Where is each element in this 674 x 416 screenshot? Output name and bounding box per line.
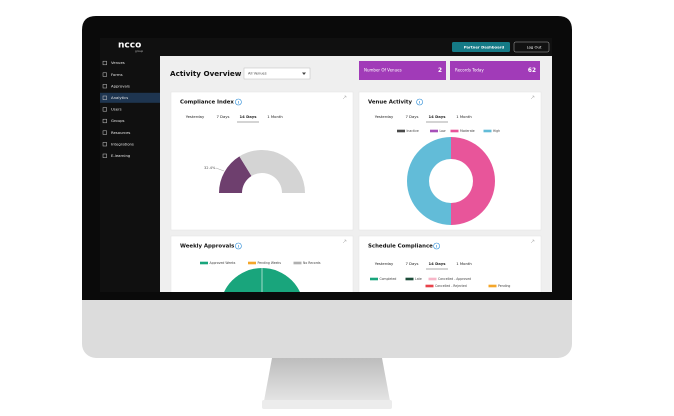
gauge-leader [215,167,225,172]
sidebar [100,56,160,292]
legend-swatch [488,284,497,288]
page-title: Activity Overview [170,69,242,78]
info-icon [235,242,242,250]
legend-swatch [405,277,414,281]
legend-swatch [430,129,438,133]
monitor-stand [264,358,390,401]
card-title: Venue Activity [368,100,412,106]
legend-label: Pending Weeks [258,261,282,265]
legend-label: Completed [380,277,397,281]
donut-segment [451,137,495,225]
legend-swatch [450,129,459,133]
sidebar-icon [102,95,107,100]
tab[interactable]: 7 Days [216,114,229,119]
tab-bar [370,112,480,122]
gauge-track [239,150,305,193]
sidebar-item[interactable]: Forms [111,72,123,77]
sidebar-icon [102,84,107,89]
legend-swatch [200,261,208,265]
tab-bar [181,112,291,122]
legend-label: Moderate [460,129,475,133]
partner-dashboard-button[interactable] [452,42,510,52]
legend-label: Cancelled - Approved [438,277,471,281]
monitor-base [262,400,392,409]
sidebar-item[interactable]: Venues [111,60,125,65]
expand-icon[interactable] [342,239,347,244]
logo-sub: group [135,49,143,53]
venue-filter-label: All Venues [248,72,267,76]
legend-swatch [428,277,437,281]
legend-swatch [293,261,302,265]
sidebar-icon [102,153,107,158]
tab[interactable]: 14 Days [429,261,447,266]
tab[interactable]: 14 Days [429,114,447,119]
legend-label: Pending [498,284,510,288]
top-bar [100,38,552,56]
card-title: Schedule Compliance [368,244,433,250]
tab[interactable]: 1 Month [456,261,472,266]
sidebar-item[interactable]: Analytics [111,95,128,100]
sidebar-icon [102,130,107,135]
legend-label: Approved Weeks [210,261,236,265]
logo: ncco [118,41,141,51]
sidebar-active [100,92,160,103]
sidebar-icon [102,118,107,124]
sidebar-icon [102,60,107,66]
expand-icon[interactable] [342,95,347,100]
legend-label: High [493,129,500,133]
sidebar-icon [102,142,107,147]
expand-icon[interactable] [530,239,535,244]
sidebar-icon [102,107,107,112]
sidebar-item[interactable]: Resources [111,130,130,135]
stat-label: Number Of Venues [364,68,402,73]
legend-label: Inactive [407,129,419,133]
tab-bar [370,259,480,269]
partner-dashboard-label: Partner Dashboard [464,44,505,49]
legend-label: Cancelled - Rejected [435,284,467,288]
card-title: Compliance Index [180,100,234,106]
logout-button[interactable] [513,41,550,53]
sidebar-item[interactable]: Approvals [111,83,130,88]
tab[interactable]: 14 Days [240,114,258,119]
legend-label: Low [440,129,447,133]
sidebar-icon [102,72,107,77]
legend-swatch [425,284,434,288]
info-icon [433,242,440,250]
stat-card [359,61,446,80]
stat-label: Records Today [455,68,484,73]
legend-swatch [248,261,256,265]
stat-value: 62 [528,68,536,74]
gauge-label: 32.4% [204,166,216,170]
sidebar-item[interactable]: Integrations [111,141,134,146]
sidebar-item[interactable]: Users [111,107,122,112]
logout-label: Log Out [527,44,542,49]
expand-icon[interactable] [530,95,535,100]
legend-swatch [370,277,378,281]
dropdown-arrow [302,72,306,75]
info-icon [416,98,423,106]
donut-segment [407,137,451,225]
card-title: Weekly Approvals [180,244,234,250]
legend-label: Late [415,277,422,281]
legend-swatch [483,129,492,133]
tab[interactable]: Yesterday [186,114,205,119]
legend-swatch [397,129,405,133]
venue-filter[interactable] [243,67,311,80]
tab[interactable]: 7 Days [405,261,418,266]
sidebar-item[interactable]: Groups [111,118,125,123]
tab[interactable]: Yesterday [375,114,394,119]
stat-value: 2 [438,68,442,74]
tab[interactable]: 7 Days [405,114,418,119]
tab[interactable]: 1 Month [456,114,472,119]
tab[interactable]: 1 Month [267,114,283,119]
tab[interactable]: Yesterday [375,261,394,266]
info-icon [235,98,242,106]
sidebar-item[interactable]: E-learning [111,153,131,158]
legend-label: No Records [303,261,321,265]
gauge-value [219,156,252,193]
stat-card [450,61,540,80]
